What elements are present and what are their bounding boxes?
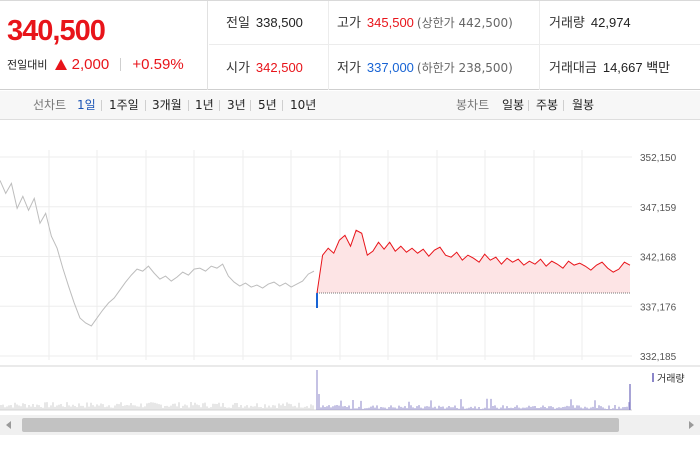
y-tick-label: 352,150 (640, 153, 677, 164)
stat-volume: 거래량 42,974 (549, 1, 631, 45)
tab-1year[interactable]: 1년 (195, 98, 214, 112)
stat-label: 거래대금 (549, 61, 597, 76)
scroll-thumb[interactable] (22, 418, 619, 432)
change-amount: 2,000 (71, 56, 110, 73)
tab-daily-candle[interactable]: 일봉 (502, 98, 525, 112)
y-tick-label: 332,185 (640, 352, 677, 363)
prev-day-line (0, 180, 315, 327)
stat-open: 시가 342,500 (226, 46, 303, 90)
divider (145, 100, 146, 111)
lower-limit: (하한가 238,500) (416, 61, 513, 75)
scroll-left-arrow-icon[interactable] (0, 415, 18, 435)
y-tick-label: 342,168 (640, 253, 677, 264)
tab-3month[interactable]: 3개월 (152, 98, 182, 112)
stock-header: 340,500 전일대비 2,000 +0.59% 전일 338,500 고가 34… (0, 0, 700, 90)
stat-value: 337,000 (366, 60, 414, 75)
tab-3year[interactable]: 3년 (227, 98, 246, 112)
stat-value: 338,500 (255, 15, 303, 30)
stat-row: 시가 342,500 저가 337,000 (하한가 238,500) 거래대금 14,… (209, 46, 700, 90)
upper-limit: (상한가 442,500) (416, 16, 513, 30)
divider (528, 100, 529, 111)
divider (101, 100, 102, 111)
price-chart[interactable]: 352,150 347,159 342,168 337,176 332,185 거래량 (0, 120, 700, 415)
tab-10year[interactable]: 10년 (290, 98, 317, 112)
stat-label: 저가 (337, 61, 361, 76)
divider (539, 1, 540, 90)
divider (250, 100, 251, 111)
price-summary: 340,500 전일대비 2,000 +0.59% (0, 1, 208, 90)
divider (282, 100, 283, 111)
y-tick-label: 337,176 (640, 302, 677, 313)
stat-label: 시가 (226, 61, 250, 76)
tab-5year[interactable]: 5년 (258, 98, 277, 112)
change-caption: 전일대비 (7, 58, 48, 72)
volume-legend-label: 거래량 (657, 373, 685, 385)
stat-grid: 전일 338,500 고가 345,500 (상한가 442,500) 거래량 42,9… (209, 1, 700, 90)
tab-monthly-candle[interactable]: 월봉 (572, 98, 595, 112)
divider (563, 100, 564, 111)
tab-weekly-candle[interactable]: 주봉 (536, 98, 559, 112)
stat-label: 고가 (337, 16, 361, 31)
stat-high: 고가 345,500 (상한가 442,500) (337, 1, 513, 45)
stat-prev-close: 전일 338,500 (226, 1, 303, 45)
change-rate: +0.59% (132, 56, 184, 73)
stat-low: 저가 337,000 (하한가 238,500) (337, 46, 513, 90)
y-tick-label: 347,159 (640, 203, 677, 214)
tab-1day[interactable]: 1일 (77, 98, 96, 112)
chart-scrollbar[interactable] (0, 415, 700, 435)
line-chart-label: 선차트 (33, 98, 67, 112)
change-row: 전일대비 2,000 +0.59% (7, 54, 184, 73)
stat-label: 거래량 (549, 16, 585, 31)
divider (219, 100, 220, 111)
stat-value: 42,974 (590, 15, 631, 30)
stat-value: 342,500 (255, 60, 303, 75)
stat-label: 전일 (226, 16, 250, 31)
divider (188, 100, 189, 111)
stat-trade-amount: 거래대금 14,667 백만 (549, 46, 670, 90)
divider (328, 1, 329, 90)
up-triangle-icon (54, 59, 67, 70)
today-area-fill (317, 230, 630, 294)
volume-legend-swatch (652, 373, 654, 382)
stat-value: 14,667 백만 (602, 60, 671, 75)
stat-row: 전일 338,500 고가 345,500 (상한가 442,500) 거래량 42,9… (209, 1, 700, 45)
divider (120, 58, 122, 71)
candle-chart-label: 봉차트 (456, 98, 490, 112)
current-price: 340,500 (7, 15, 106, 47)
chart-svg: 352,150 347,159 342,168 337,176 332,185 거래량 (0, 150, 700, 411)
tab-1week[interactable]: 1주일 (109, 98, 139, 112)
today-price-line (316, 229, 631, 294)
scroll-right-arrow-icon[interactable] (682, 415, 700, 435)
stat-value: 345,500 (366, 15, 414, 30)
chart-toolbar: 선차트 1일 1주일 3개월 1년 3년 5년 10년 봉차트 일봉 주봉 월봉 (0, 91, 700, 120)
